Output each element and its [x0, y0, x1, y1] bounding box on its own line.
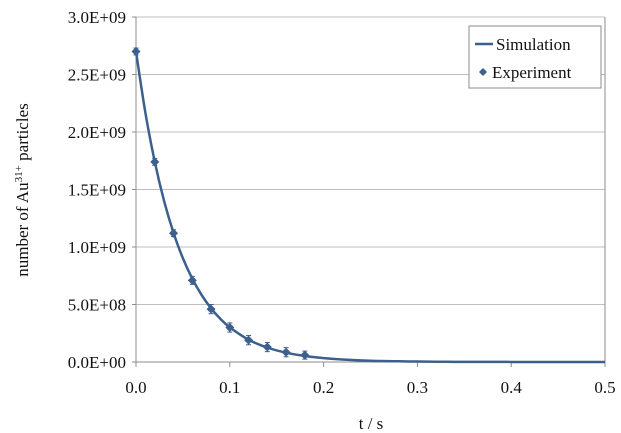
diamond-marker [244, 335, 254, 345]
diamond-marker [187, 275, 197, 285]
y-axis-label-superscript: 31+ [13, 165, 25, 182]
x-tick-label: 0.2 [313, 378, 334, 397]
legend: Simulation Experiment [468, 25, 602, 89]
y-tick-label: 1.0E+09 [68, 238, 126, 257]
diamond-marker [300, 350, 310, 360]
diamond-marker [150, 157, 160, 167]
diamond-marker [169, 228, 179, 238]
experiment-point [262, 341, 272, 353]
diamond-marker [281, 347, 291, 357]
experiment-point [281, 347, 291, 358]
diamond-marker [225, 323, 235, 332]
diamond-marker [206, 304, 216, 314]
x-tick-label: 0.0 [125, 378, 146, 397]
series [131, 47, 606, 364]
y-tick-label: 5.0E+08 [68, 296, 126, 315]
y-tick-label: 3.0E+09 [68, 8, 126, 27]
diamond-marker [262, 342, 272, 352]
x-tick-labels: 0.0 0.1 0.2 0.3 0.4 0.5 [125, 378, 615, 397]
legend-label-experiment: Experiment [492, 63, 572, 82]
y-axis-label-main: number of Au [13, 182, 32, 277]
experiment-point [131, 47, 141, 56]
experiment-point [300, 350, 310, 360]
legend-box [468, 25, 602, 89]
legend-label-simulation: Simulation [496, 35, 571, 54]
x-tick-label: 0.4 [501, 378, 523, 397]
experiment-point [244, 335, 254, 346]
x-tick-label: 0.1 [219, 378, 240, 397]
experiment-point [150, 157, 160, 167]
y-tick-label: 2.5E+09 [68, 66, 126, 85]
x-tick-label: 0.5 [594, 378, 615, 397]
y-axis-label: number of Au31+ particles [13, 103, 32, 277]
simulation-line [134, 51, 606, 364]
diamond-marker [131, 47, 141, 56]
experiment-point [225, 322, 235, 333]
legend-diamond-marker [479, 68, 487, 76]
experiment-point [206, 304, 216, 315]
experiment-point [169, 228, 179, 238]
experiment-point [187, 275, 197, 285]
y-axis-label-suffix: particles [13, 103, 32, 165]
x-axis-label: t / s [359, 414, 384, 433]
y-tick-label: 0.0E+00 [68, 353, 126, 372]
grid-lines [136, 16, 605, 305]
x-tick-label: 0.3 [407, 378, 428, 397]
y-tick-labels: 0.0E+00 5.0E+08 1.0E+09 1.5E+09 2.0E+09 2.5E+… [68, 8, 126, 372]
y-tick-label: 1.5E+09 [68, 181, 126, 200]
y-tick-label: 2.0E+09 [68, 123, 126, 142]
